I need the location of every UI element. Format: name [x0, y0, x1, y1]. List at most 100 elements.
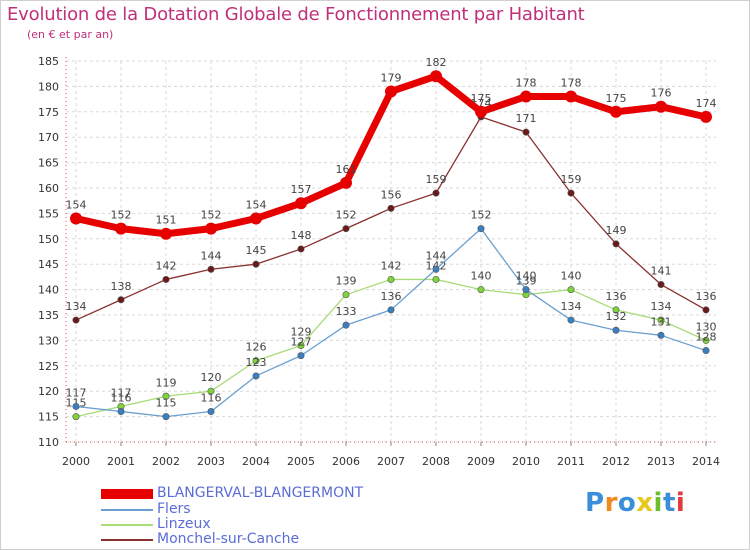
data-label: 128	[696, 331, 717, 344]
y-tick-label: 185	[38, 55, 59, 68]
x-tick-label: 2011	[557, 455, 585, 468]
data-label: 157	[291, 183, 312, 196]
data-point	[657, 316, 665, 324]
data-label: 144	[201, 249, 222, 262]
data-label: 132	[606, 310, 627, 323]
y-tick-label: 110	[38, 436, 59, 449]
data-point	[612, 306, 620, 314]
x-tick-label: 2002	[152, 455, 180, 468]
data-point	[295, 197, 307, 210]
x-tick-label: 2003	[197, 455, 225, 468]
data-label: 159	[426, 173, 447, 186]
proxiti-logo: Proxiti	[585, 488, 685, 518]
logo-letter: P	[585, 488, 605, 518]
data-point	[207, 408, 215, 416]
y-tick-label: 150	[38, 233, 59, 246]
y-tick-label: 130	[38, 334, 59, 347]
data-point	[565, 90, 577, 103]
y-tick-label: 120	[38, 385, 59, 398]
data-label: 136	[696, 290, 717, 303]
data-point	[297, 341, 305, 349]
data-point	[430, 70, 442, 83]
y-tick-label: 160	[38, 182, 59, 195]
data-label: 136	[606, 290, 627, 303]
data-label: 152	[336, 209, 357, 222]
data-point	[700, 110, 712, 123]
data-point	[567, 316, 575, 324]
data-point	[160, 227, 172, 240]
legend-swatch-blangerval	[101, 489, 153, 499]
data-label: 176	[651, 87, 672, 100]
y-tick-label: 135	[38, 309, 59, 322]
data-label: 154	[66, 198, 87, 211]
logo-letter: r	[604, 488, 618, 518]
data-label: 134	[651, 300, 672, 313]
y-tick-label: 180	[38, 80, 59, 93]
data-label: 141	[651, 265, 672, 278]
data-point	[162, 413, 170, 421]
data-label: 154	[246, 198, 267, 211]
x-tick-label: 2006	[332, 455, 360, 468]
data-label: 142	[156, 259, 177, 272]
data-label: 139	[336, 275, 357, 288]
x-tick-label: 2000	[62, 455, 90, 468]
x-tick-label: 2005	[287, 455, 315, 468]
data-label: 117	[111, 386, 132, 399]
data-point	[432, 275, 440, 283]
data-point	[250, 212, 262, 225]
data-point	[252, 372, 260, 380]
data-point	[342, 321, 350, 329]
data-point	[72, 402, 80, 410]
data-label: 142	[381, 259, 402, 272]
data-point	[297, 352, 305, 360]
data-point	[252, 260, 260, 268]
y-tick-label: 115	[38, 411, 59, 424]
data-label: 179	[381, 71, 402, 84]
y-tick-label: 155	[38, 207, 59, 220]
y-tick-label: 175	[38, 106, 59, 119]
data-point	[432, 189, 440, 197]
data-point	[207, 265, 215, 273]
data-point	[522, 128, 530, 136]
x-tick-label: 2007	[377, 455, 405, 468]
logo-letter: x	[636, 488, 654, 518]
data-point	[702, 347, 710, 355]
data-point	[702, 306, 710, 314]
data-point	[657, 281, 665, 289]
y-tick-label: 125	[38, 360, 59, 373]
data-point	[567, 189, 575, 197]
data-label: 152	[201, 209, 222, 222]
data-label: 140	[561, 270, 582, 283]
data-label: 161	[336, 163, 357, 176]
legend-label-monchel: Monchel-sur-Canche	[157, 531, 300, 547]
data-point	[70, 212, 82, 225]
legend-swatch-linzeux	[101, 524, 153, 526]
data-label: 129	[291, 325, 312, 338]
y-tick-label: 170	[38, 131, 59, 144]
data-label: 119	[156, 376, 177, 389]
data-label: 133	[336, 305, 357, 318]
data-point	[72, 316, 80, 324]
data-point	[342, 291, 350, 299]
legend-label-blangerval: BLANGERVAL-BLANGERMONT	[157, 485, 364, 501]
legend-label-flers: Flers	[157, 501, 191, 517]
data-point	[657, 331, 665, 339]
data-label: 175	[606, 92, 627, 105]
data-point	[162, 392, 170, 400]
data-label: 134	[561, 300, 582, 313]
data-point	[72, 413, 80, 421]
data-label: 116	[201, 392, 222, 405]
data-point	[387, 275, 395, 283]
data-label: 178	[561, 77, 582, 90]
data-point	[207, 387, 215, 395]
data-point	[655, 100, 667, 113]
data-label: 152	[471, 209, 492, 222]
data-label: 171	[516, 112, 537, 125]
data-label: 123	[246, 356, 267, 369]
x-tick-label: 2012	[602, 455, 630, 468]
logo-letter: i	[675, 488, 686, 518]
logo-letter: t	[662, 488, 676, 518]
data-point	[612, 326, 620, 334]
